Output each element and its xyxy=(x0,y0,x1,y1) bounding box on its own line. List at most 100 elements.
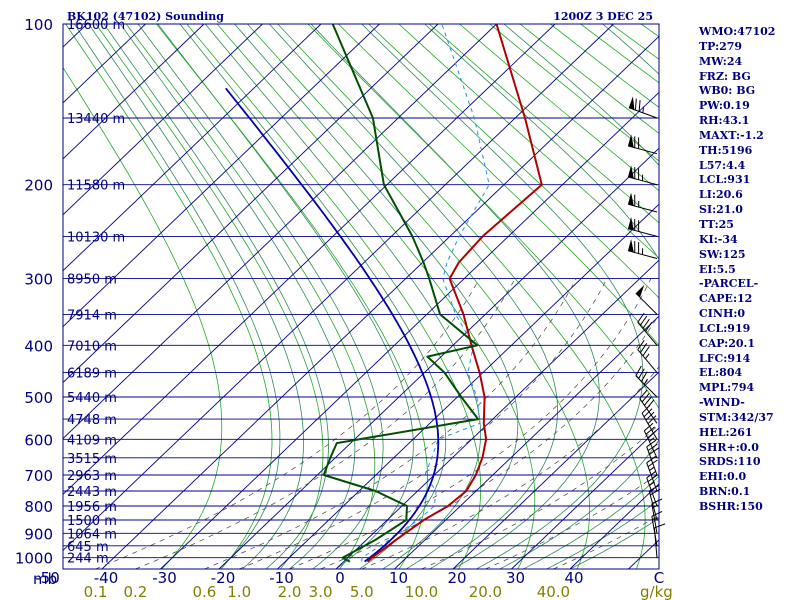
height-label: 244 m xyxy=(67,552,109,567)
wind-barb-flag xyxy=(641,392,650,403)
wind-barb-flag xyxy=(654,523,666,529)
isotherm xyxy=(511,427,659,569)
stat-item: PW:0.19 xyxy=(699,99,750,113)
wind-barb-staff xyxy=(639,398,658,424)
moist-adiabat xyxy=(503,24,659,569)
wind-barb-staff xyxy=(653,527,658,558)
mixing-ratio-tick-label: 5.0 xyxy=(350,583,374,600)
wind-barb xyxy=(646,455,658,492)
temperature-tick-label: -40 xyxy=(94,569,119,587)
wind-barb-flag xyxy=(651,510,663,517)
wind-barb xyxy=(627,217,658,237)
pressure-tick-label: 100 xyxy=(24,16,53,34)
pressure-axis-label: mb xyxy=(33,570,57,588)
wind-barb xyxy=(635,284,658,315)
height-label: 13440 m xyxy=(67,112,125,127)
wind-barb xyxy=(651,510,663,546)
wind-barb-flag xyxy=(650,488,661,496)
temperature-tick-label: -50 xyxy=(35,569,60,587)
wind-barb-staff xyxy=(627,203,658,213)
wind-barb-half-flag xyxy=(652,517,659,521)
stat-item: BSHR:150 xyxy=(699,500,763,513)
wind-barb-half-flag xyxy=(644,353,650,360)
sounding-traces xyxy=(322,24,543,563)
moist-adiabat xyxy=(88,24,304,569)
stat-item: LI:20.6 xyxy=(699,188,743,202)
temperature-tick-label: 0 xyxy=(335,569,345,587)
wind-barb xyxy=(627,134,658,155)
wind-barb-flag xyxy=(647,459,658,468)
wind-barb-flag xyxy=(641,404,651,414)
temperature-tick-label: -30 xyxy=(152,569,177,587)
wind-barb-flag xyxy=(646,470,657,479)
stat-item: EHI:0.0 xyxy=(699,470,747,484)
wind-barb-flag xyxy=(634,98,637,111)
dry-adiabat xyxy=(338,24,659,346)
wind-barb-flag xyxy=(646,455,657,464)
mixing-ratio-tick-label: 0.6 xyxy=(192,583,216,600)
wind-barb-flag xyxy=(639,315,648,326)
stat-item: MPL:794 xyxy=(699,381,755,395)
plot-frame xyxy=(62,23,660,570)
wind-barb-flag xyxy=(638,100,641,112)
wind-barb-flag xyxy=(643,422,654,432)
height-label: 5440 m xyxy=(67,391,117,406)
dewpoint-line xyxy=(322,24,480,563)
wind-barb xyxy=(646,470,658,507)
mixing-ratio-line xyxy=(320,313,659,569)
isotherm xyxy=(63,24,497,440)
parcel-line xyxy=(225,87,440,563)
pressure-tick-label: 500 xyxy=(24,389,53,407)
wind-barb-flag xyxy=(648,484,660,492)
mixing-ratio-line xyxy=(361,366,659,569)
height-label: 7010 m xyxy=(67,339,117,354)
wind-barb-half-flag xyxy=(649,437,655,442)
moist-adiabat xyxy=(137,24,384,569)
isotherm xyxy=(63,24,380,328)
height-label: 2963 m xyxy=(67,469,117,484)
mixing-ratio-line xyxy=(421,424,659,569)
temperature-tick-label: 20 xyxy=(447,569,466,587)
mixing-ratio-tick-label: 0.2 xyxy=(123,583,147,600)
stat-item: SHR+:0.0 xyxy=(699,440,759,454)
wind-barb-flag xyxy=(647,430,657,439)
height-label: 1956 m xyxy=(67,500,117,515)
stat-item: CINH:0 xyxy=(699,307,746,321)
stat-item: BRN:0.1 xyxy=(699,485,751,499)
stat-item: MAXT:-1.2 xyxy=(699,128,764,142)
temperature-line xyxy=(366,24,543,563)
moist-adiabat xyxy=(269,24,558,569)
mixing-ratio-tick-label: 1.0 xyxy=(227,583,251,600)
dry-adiabat xyxy=(95,24,324,569)
temperature-tick-label: 10 xyxy=(389,569,408,587)
dry-adiabat xyxy=(125,24,376,569)
wind-barb-pennant xyxy=(628,239,634,253)
wind-barb-staff xyxy=(646,462,658,492)
wind-barb-pennant xyxy=(628,96,635,110)
mixing-ratio-line xyxy=(95,278,480,569)
wind-barb-flag xyxy=(646,439,657,448)
height-label: 6189 m xyxy=(67,367,117,382)
dry-adiabat xyxy=(216,24,536,569)
wind-barb-staff xyxy=(635,292,658,315)
isotherm xyxy=(63,24,614,551)
wind-barb-flag xyxy=(640,371,648,382)
isotherm xyxy=(335,259,659,569)
moist-adiabat xyxy=(103,24,329,569)
height-label: 1500 m xyxy=(67,514,117,529)
mixing-ratio-tick-label: 20.0 xyxy=(469,583,502,600)
wind-barb-half-flag xyxy=(643,378,648,385)
stat-item: CAPE:12 xyxy=(699,292,753,306)
wind-barb-half-flag xyxy=(652,504,659,509)
wind-barb xyxy=(646,439,660,476)
pressure-tick-label: 900 xyxy=(24,525,53,543)
stat-item: CAP:20.1 xyxy=(699,336,756,350)
stat-item: KI:-34 xyxy=(699,232,738,246)
moist-adiabat xyxy=(157,24,414,569)
dry-adiabat xyxy=(63,66,223,569)
stat-item: SI:21.0 xyxy=(699,203,743,217)
wind-barb-staff xyxy=(646,477,658,507)
mixing-ratio-unit: g/kg xyxy=(640,583,673,600)
mixing-ratio-lines xyxy=(95,278,659,569)
mixing-ratio-line xyxy=(204,278,577,569)
